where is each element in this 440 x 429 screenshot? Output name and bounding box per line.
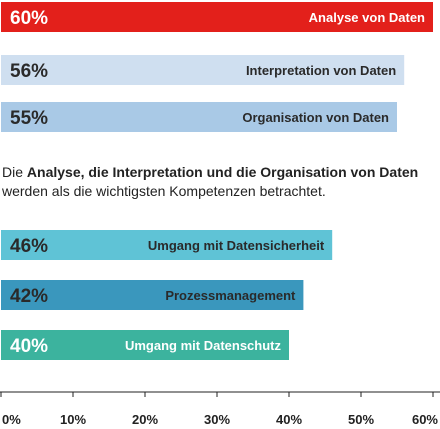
value-label-umgang-mit-datensicherheit: 46%	[10, 236, 48, 257]
note-bold: Analyse, die Interpretation und die Orga…	[26, 164, 419, 180]
bar-analyse-von-daten	[1, 2, 433, 32]
x-tick-label: 50%	[348, 412, 374, 427]
x-tick-label: 40%	[276, 412, 302, 427]
bar-umgang-mit-datenschutz	[1, 330, 289, 360]
chart-annotation: Die Analyse, die Interpretation und die …	[2, 163, 438, 201]
value-label-umgang-mit-datenschutz: 40%	[10, 336, 48, 357]
category-label-prozessmanagement: Prozessmanagement	[165, 288, 296, 303]
category-label-umgang-mit-datenschutz: Umgang mit Datenschutz	[125, 338, 282, 353]
value-label-analyse-von-daten: 60%	[10, 8, 48, 29]
category-label-organisation-von-daten: Organisation von Daten	[242, 110, 389, 125]
value-label-prozessmanagement: 42%	[10, 286, 48, 307]
x-tick-label: 30%	[204, 412, 230, 427]
bar-umgang-mit-datensicherheit	[1, 230, 333, 260]
bar-prozessmanagement	[1, 280, 304, 310]
category-label-interpretation-von-daten: Interpretation von Daten	[246, 63, 396, 78]
category-label-analyse-von-daten: Analyse von Daten	[309, 10, 425, 25]
x-tick-label: 10%	[60, 412, 86, 427]
bar-interpretation-von-daten	[1, 55, 405, 85]
note-pre: Die	[2, 164, 27, 180]
note-post: werden als die wichtigsten Kompetenzen b…	[2, 183, 326, 199]
bar-organisation-von-daten	[1, 102, 397, 132]
value-label-interpretation-von-daten: 56%	[10, 61, 48, 82]
value-label-organisation-von-daten: 55%	[10, 108, 48, 129]
x-tick-label: 0%	[2, 412, 21, 427]
x-tick-label: 20%	[132, 412, 158, 427]
x-tick-label: 60%	[412, 412, 438, 427]
category-label-umgang-mit-datensicherheit: Umgang mit Datensicherheit	[148, 238, 325, 253]
